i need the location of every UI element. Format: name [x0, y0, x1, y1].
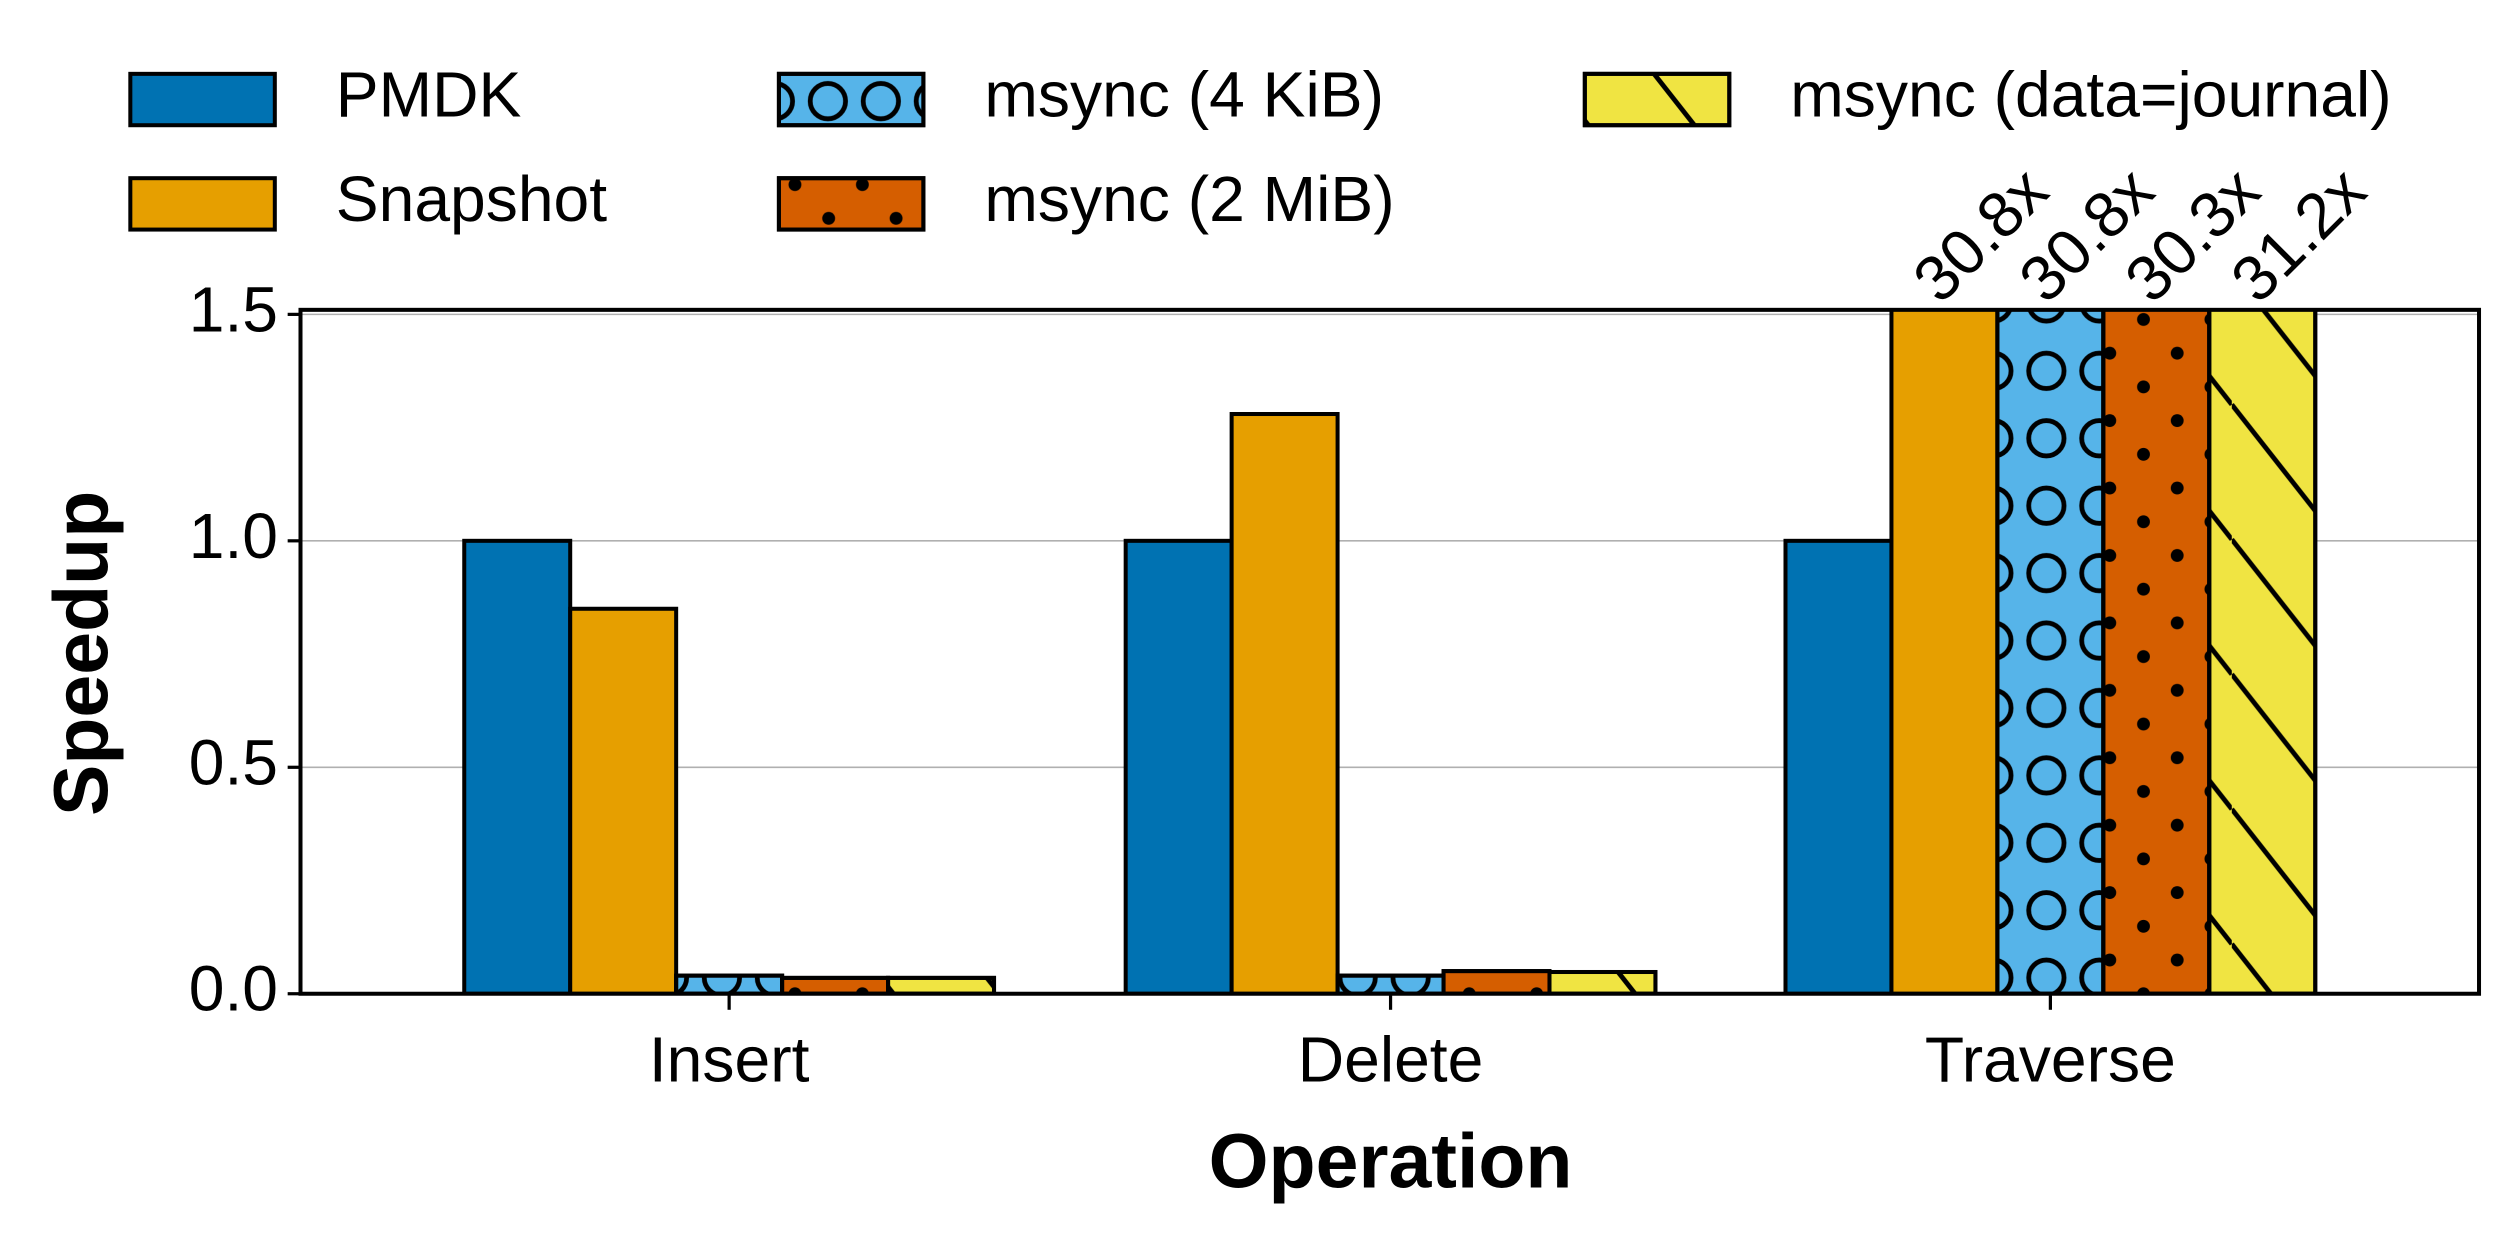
plot-area	[462, 309, 2318, 996]
bar-pattern	[886, 975, 997, 996]
legend-label: PMDK	[336, 59, 522, 131]
bar-pattern	[1547, 969, 1658, 996]
bar	[568, 606, 679, 996]
bar-pattern	[1441, 969, 1552, 996]
bar-pattern	[2207, 309, 2318, 996]
bar	[1889, 309, 2000, 996]
bar-pattern	[2101, 309, 2212, 996]
y-tick-label: 1.5	[189, 273, 278, 345]
plot-frame	[298, 307, 2482, 996]
y-tick-label: 0.0	[189, 953, 278, 1025]
x-tick-label: Insert	[649, 1023, 810, 1095]
bar	[1123, 538, 1234, 996]
legend-swatch	[128, 71, 277, 128]
bar-pattern	[780, 975, 891, 996]
legend-swatch-pattern	[776, 71, 926, 128]
y-axis-label: Speedup	[38, 491, 124, 816]
x-tick-label: Delete	[1298, 1023, 1484, 1095]
legend-swatch-pattern	[1582, 71, 1732, 128]
bar-pattern	[674, 973, 785, 996]
x-tick-label: Traverse	[1925, 1023, 2176, 1095]
legend-swatch-pattern	[776, 176, 926, 232]
legend-label: Snapshot	[336, 163, 607, 235]
bar-pattern	[1995, 309, 2106, 996]
legend-label: msync (2 MiB)	[984, 163, 1394, 235]
legend-label: msync (data=journal)	[1790, 59, 2391, 131]
legend-label: msync (4 KiB)	[984, 59, 1384, 131]
y-tick-label: 0.5	[189, 726, 278, 798]
bar	[462, 538, 573, 996]
x-axis-label: Operation	[1209, 1118, 1573, 1204]
bar	[1229, 412, 1340, 996]
legend-swatch	[128, 176, 277, 232]
y-tick-label: 1.0	[189, 500, 278, 572]
bar-pattern	[1335, 973, 1446, 996]
bar	[1783, 538, 1894, 996]
